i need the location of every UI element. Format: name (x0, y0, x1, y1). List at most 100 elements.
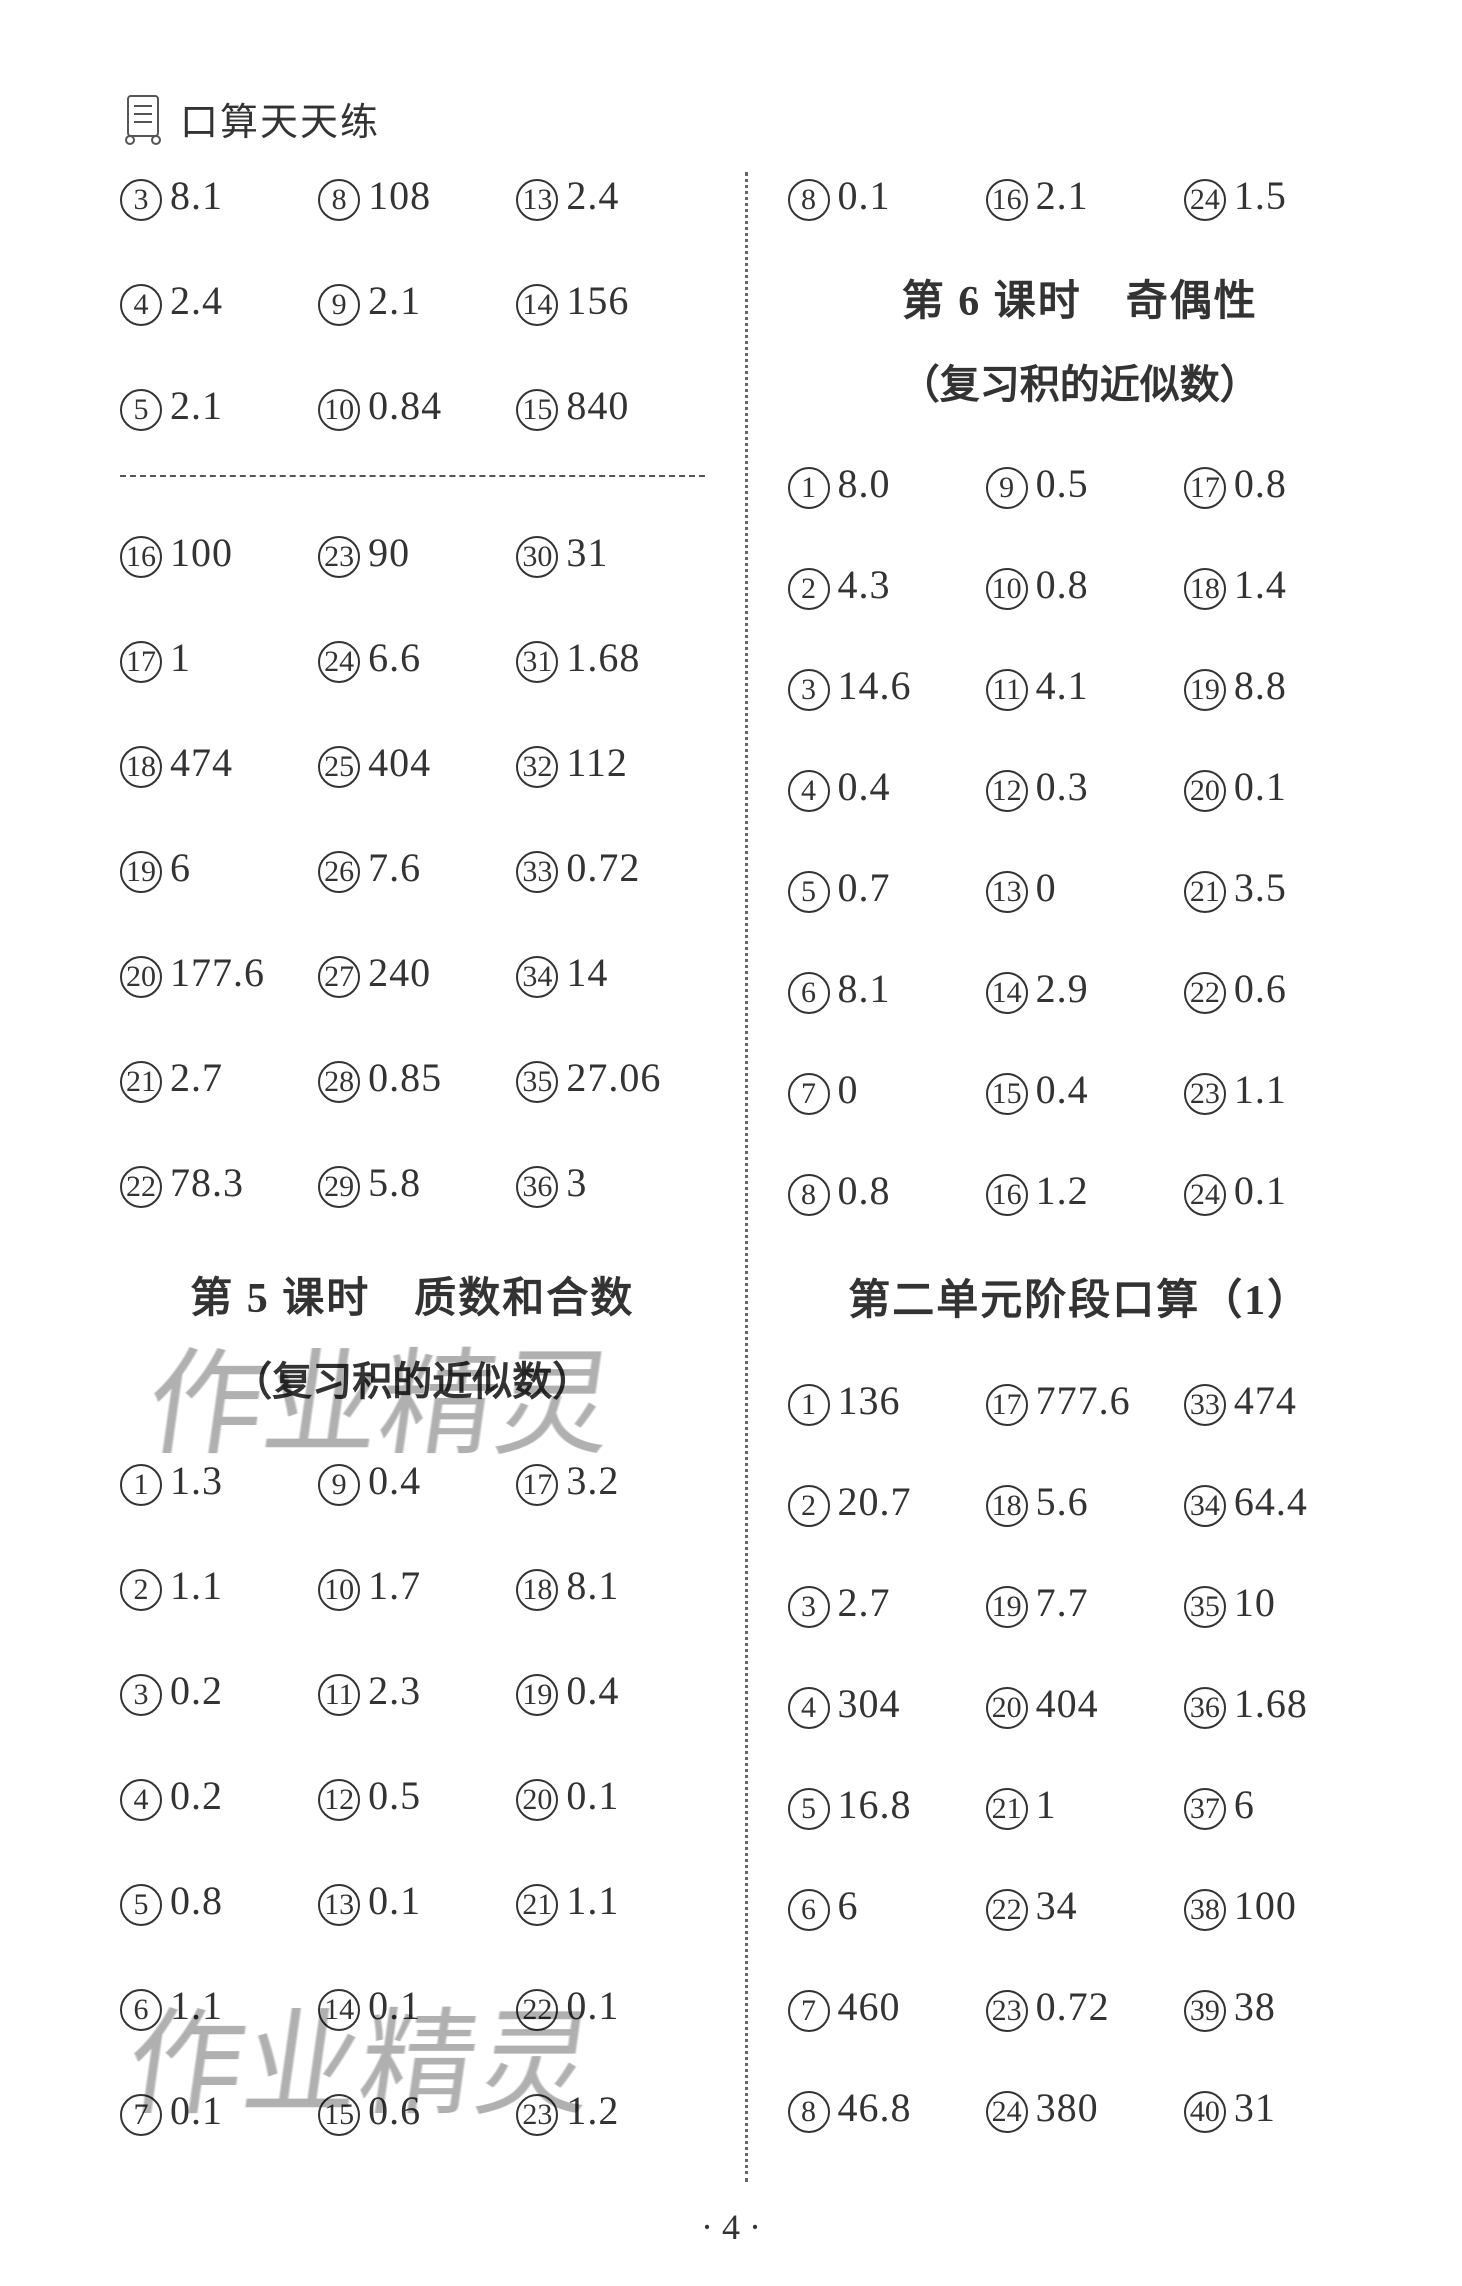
item-value: 5.8 (368, 1159, 421, 1206)
answer-item: 7460 (788, 1983, 976, 2032)
item-value: 2.1 (1036, 172, 1089, 219)
item-number: 13 (516, 179, 558, 221)
item-value: 474 (1234, 1377, 1297, 1424)
page: 口算天天练 38.18108132.442.492.11415652.1100.… (0, 0, 1462, 2286)
answer-item: 241.5 (1184, 172, 1372, 221)
item-value: 100 (170, 529, 233, 576)
item-number: 34 (516, 956, 558, 998)
item-value: 2.7 (170, 1054, 223, 1101)
answer-item: 80.1 (788, 172, 976, 221)
item-number: 16 (120, 536, 162, 578)
right-column: 80.1162.1241.5 第 6 课时 奇偶性 （复习积的近似数） 18.0… (748, 172, 1373, 2182)
item-number: 7 (788, 1073, 830, 1115)
item-number: 23 (516, 2094, 558, 2136)
item-number: 11 (318, 1674, 360, 1716)
item-number: 4 (788, 1687, 830, 1729)
answer-item: 11.3 (120, 1457, 308, 1506)
answer-item: 61.1 (120, 1982, 308, 2031)
item-number: 19 (516, 1674, 558, 1716)
answer-item: 363 (516, 1159, 704, 1208)
answer-item: 52.1 (120, 382, 308, 431)
item-number: 3 (120, 1674, 162, 1716)
answer-item: 314.6 (788, 662, 976, 711)
item-number: 35 (516, 1061, 558, 1103)
item-number: 8 (788, 1174, 830, 1216)
item-number: 30 (516, 536, 558, 578)
item-value: 304 (838, 1680, 901, 1727)
answer-item: 17777.6 (986, 1377, 1174, 1426)
item-number: 23 (986, 1990, 1028, 2032)
answer-item: 185.6 (986, 1478, 1174, 1527)
item-value: 31 (1234, 2084, 1276, 2131)
item-number: 21 (986, 1788, 1028, 1830)
item-value: 8.8 (1234, 662, 1287, 709)
item-number: 34 (1184, 1485, 1226, 1527)
item-number: 33 (1184, 1384, 1226, 1426)
answer-item: 130 (986, 864, 1174, 913)
item-number: 14 (516, 284, 558, 326)
answer-item: 18474 (120, 739, 308, 788)
answer-item: 2390 (318, 529, 506, 578)
item-value: 16.8 (838, 1781, 912, 1828)
item-number: 23 (1184, 1073, 1226, 1115)
item-number: 36 (516, 1166, 558, 1208)
right-block-d: 18.090.5170.824.3100.8181.4314.6114.1198… (788, 460, 1373, 1216)
item-number: 10 (318, 1569, 360, 1611)
answer-item: 198.8 (1184, 662, 1372, 711)
item-number: 21 (120, 1061, 162, 1103)
answer-item: 846.8 (788, 2084, 976, 2133)
answer-item: 295.8 (318, 1159, 506, 1208)
item-number: 20 (120, 956, 162, 998)
answer-item: 240.1 (1184, 1167, 1372, 1216)
section6-title: 第 6 课时 奇偶性 (788, 267, 1373, 328)
item-number: 8 (788, 2091, 830, 2133)
left-block-b: 1610023903031171246.6311.681847425404321… (120, 529, 705, 1208)
item-value: 3.5 (1234, 864, 1287, 911)
item-number: 38 (1184, 1889, 1226, 1931)
answer-item: 212.7 (120, 1054, 308, 1103)
item-value: 0.8 (170, 1877, 223, 1924)
answer-item: 516.8 (788, 1781, 976, 1830)
item-value: 0 (838, 1066, 859, 1113)
item-number: 1 (788, 467, 830, 509)
answer-item: 16100 (120, 529, 308, 578)
item-value: 34 (1036, 1882, 1078, 1929)
answer-item: 4031 (1184, 2084, 1372, 2133)
item-number: 24 (318, 641, 360, 683)
item-value: 1.5 (1234, 172, 1287, 219)
item-value: 112 (566, 739, 628, 786)
item-number: 2 (788, 1485, 830, 1527)
item-value: 2.1 (170, 382, 223, 429)
answer-item: 132.4 (516, 172, 704, 221)
item-number: 11 (986, 669, 1028, 711)
unit2-title: 第二单元阶段口算（1） (788, 1266, 1373, 1327)
answer-item: 197.7 (986, 1579, 1174, 1628)
item-number: 12 (986, 770, 1028, 812)
item-value: 380 (1036, 2084, 1099, 2131)
answer-item: 200.1 (516, 1772, 704, 1821)
item-number: 20 (986, 1687, 1028, 1729)
item-value: 31 (566, 529, 608, 576)
answer-item: 142.9 (986, 965, 1174, 1014)
item-value: 1.1 (1234, 1066, 1287, 1113)
answer-item: 4304 (788, 1680, 976, 1729)
item-value: 840 (566, 382, 629, 429)
answer-item: 190.4 (516, 1667, 704, 1716)
answer-item: 27240 (318, 949, 506, 998)
item-value: 3 (566, 1159, 587, 1206)
item-value: 0.1 (838, 172, 891, 219)
answer-item: 280.85 (318, 1054, 506, 1103)
answer-item: 92.1 (318, 277, 506, 326)
item-value: 8.1 (170, 172, 223, 219)
item-value: 0.1 (368, 1982, 421, 2029)
item-value: 136 (838, 1377, 901, 1424)
item-number: 18 (1184, 568, 1226, 610)
answer-item: 130.1 (318, 1877, 506, 1926)
item-value: 1.3 (170, 1457, 223, 1504)
answer-item: 8108 (318, 172, 506, 221)
item-number: 39 (1184, 1990, 1226, 2032)
item-value: 0.1 (566, 1982, 619, 2029)
item-number: 13 (318, 1884, 360, 1926)
answer-item: 361.68 (1184, 1680, 1372, 1729)
item-value: 14.6 (838, 662, 912, 709)
